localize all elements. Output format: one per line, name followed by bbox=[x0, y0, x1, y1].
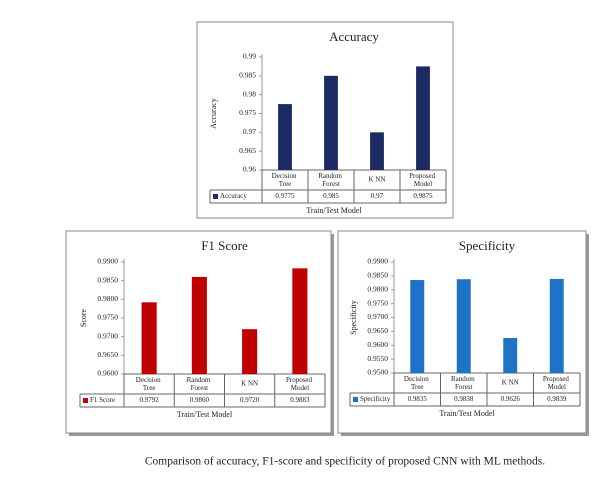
y-tick-label: 0.965 bbox=[239, 146, 256, 155]
bar bbox=[292, 268, 308, 374]
label-line: Tree bbox=[143, 384, 156, 392]
x-tick-label: Decision Tree bbox=[136, 376, 163, 392]
data-label: 0.9792 bbox=[140, 396, 160, 404]
y-tick-label: 0.9600 bbox=[97, 369, 118, 378]
data-label: 0.97 bbox=[371, 192, 384, 200]
label-line: Forest bbox=[191, 384, 209, 392]
label-line: Proposed bbox=[286, 376, 314, 384]
bar bbox=[278, 104, 292, 170]
bar bbox=[191, 276, 207, 374]
data-label: 0.9835 bbox=[408, 395, 428, 403]
legend-key bbox=[83, 398, 88, 403]
y-axis-label: Score bbox=[79, 308, 88, 327]
bar bbox=[242, 329, 258, 374]
y-tick-label: 0.9750 bbox=[367, 298, 388, 307]
y-tick-label: 0.9750 bbox=[97, 313, 118, 322]
bar bbox=[456, 279, 471, 373]
y-axis-label: Specificity bbox=[349, 300, 358, 335]
bar bbox=[416, 66, 430, 170]
label-line: Random bbox=[318, 172, 343, 180]
y-tick-label: 0.9700 bbox=[367, 312, 388, 321]
label-line: Model bbox=[414, 180, 432, 188]
label-line: Random bbox=[451, 375, 476, 383]
y-tick-label: 0.98 bbox=[243, 89, 256, 98]
label-line: Forest bbox=[322, 180, 340, 188]
x-tick-label: Decision Tree bbox=[404, 375, 431, 391]
x-axis-label: Train/Test Model bbox=[306, 206, 362, 215]
data-label: 0.9883 bbox=[290, 396, 310, 404]
y-tick-label: 0.9800 bbox=[97, 294, 118, 303]
bar bbox=[370, 132, 384, 170]
chart-title: Accuracy bbox=[329, 29, 379, 44]
caption: Comparison of accuracy, F1-score and spe… bbox=[145, 456, 545, 468]
y-tick-label: 0.9650 bbox=[367, 326, 388, 335]
y-tick-label: 0.9900 bbox=[97, 257, 118, 266]
y-tick-label: 0.96 bbox=[243, 165, 256, 174]
legend-key bbox=[213, 194, 218, 199]
data-label: 0.9839 bbox=[547, 395, 567, 403]
y-tick-label: 0.9550 bbox=[367, 354, 388, 363]
data-label: 0.985 bbox=[323, 192, 339, 200]
bar bbox=[141, 302, 157, 374]
x-tick-label: Random Forest bbox=[187, 376, 212, 392]
y-axis-label: Accuracy bbox=[209, 98, 218, 129]
label-line: Decision bbox=[272, 172, 299, 180]
y-tick-label: 0.9650 bbox=[97, 350, 118, 359]
label-line: Random bbox=[187, 376, 212, 384]
bar bbox=[410, 280, 425, 373]
x-tick-label: Proposed Model bbox=[286, 376, 314, 392]
data-label: 0.9720 bbox=[240, 396, 260, 404]
y-tick-label: 0.975 bbox=[239, 108, 256, 117]
data-label: 0.9626 bbox=[501, 395, 521, 403]
y-tick-label: 0.9850 bbox=[97, 275, 118, 284]
data-label: 0.9860 bbox=[190, 396, 210, 404]
x-axis-label: Train/Test Model bbox=[439, 409, 495, 418]
x-tick-label: Random Forest bbox=[451, 375, 476, 391]
x-tick-label: Decision Tree bbox=[272, 172, 299, 188]
x-tick-label: K NN bbox=[502, 379, 519, 387]
x-tick-label: Proposed Model bbox=[543, 375, 571, 391]
data-label: 0.9875 bbox=[413, 192, 433, 200]
label-line: Tree bbox=[411, 383, 424, 391]
y-tick-label: 0.9700 bbox=[97, 331, 118, 340]
data-label: 0.9838 bbox=[454, 395, 474, 403]
label-line: Decision bbox=[136, 376, 163, 384]
y-tick-label: 0.9500 bbox=[367, 368, 388, 377]
y-tick-label: 0.9600 bbox=[367, 340, 388, 349]
bar bbox=[503, 338, 518, 373]
bar bbox=[549, 278, 564, 373]
y-tick-label: 0.99 bbox=[243, 52, 256, 61]
y-tick-label: 0.9900 bbox=[367, 257, 388, 266]
x-tick-label: K NN bbox=[241, 380, 258, 388]
legend-label: Accuracy bbox=[220, 192, 247, 200]
y-tick-label: 0.9800 bbox=[367, 284, 388, 293]
chart-title: F1 Score bbox=[201, 238, 248, 253]
label-line: Decision bbox=[404, 375, 431, 383]
data-label: 0.9775 bbox=[275, 192, 295, 200]
y-tick-label: 0.97 bbox=[243, 127, 256, 136]
label-line: Forest bbox=[455, 383, 473, 391]
label-line: Proposed bbox=[409, 172, 437, 180]
y-tick-label: 0.9850 bbox=[367, 271, 388, 280]
legend-key bbox=[353, 397, 358, 402]
x-tick-label: Proposed Model bbox=[409, 172, 437, 188]
bar bbox=[324, 75, 338, 170]
y-tick-label: 0.985 bbox=[239, 71, 256, 80]
x-tick-label: K NN bbox=[369, 176, 386, 184]
legend-label: F1 Score bbox=[90, 396, 115, 404]
label-line: Model bbox=[548, 383, 566, 391]
chart-title: Specificity bbox=[459, 238, 516, 253]
x-axis-label: Train/Test Model bbox=[177, 410, 233, 419]
legend-label: Specificity bbox=[360, 395, 391, 403]
label-line: Proposed bbox=[543, 375, 571, 383]
label-line: Tree bbox=[279, 180, 292, 188]
label-line: Model bbox=[291, 384, 309, 392]
x-tick-label: Random Forest bbox=[318, 172, 343, 188]
